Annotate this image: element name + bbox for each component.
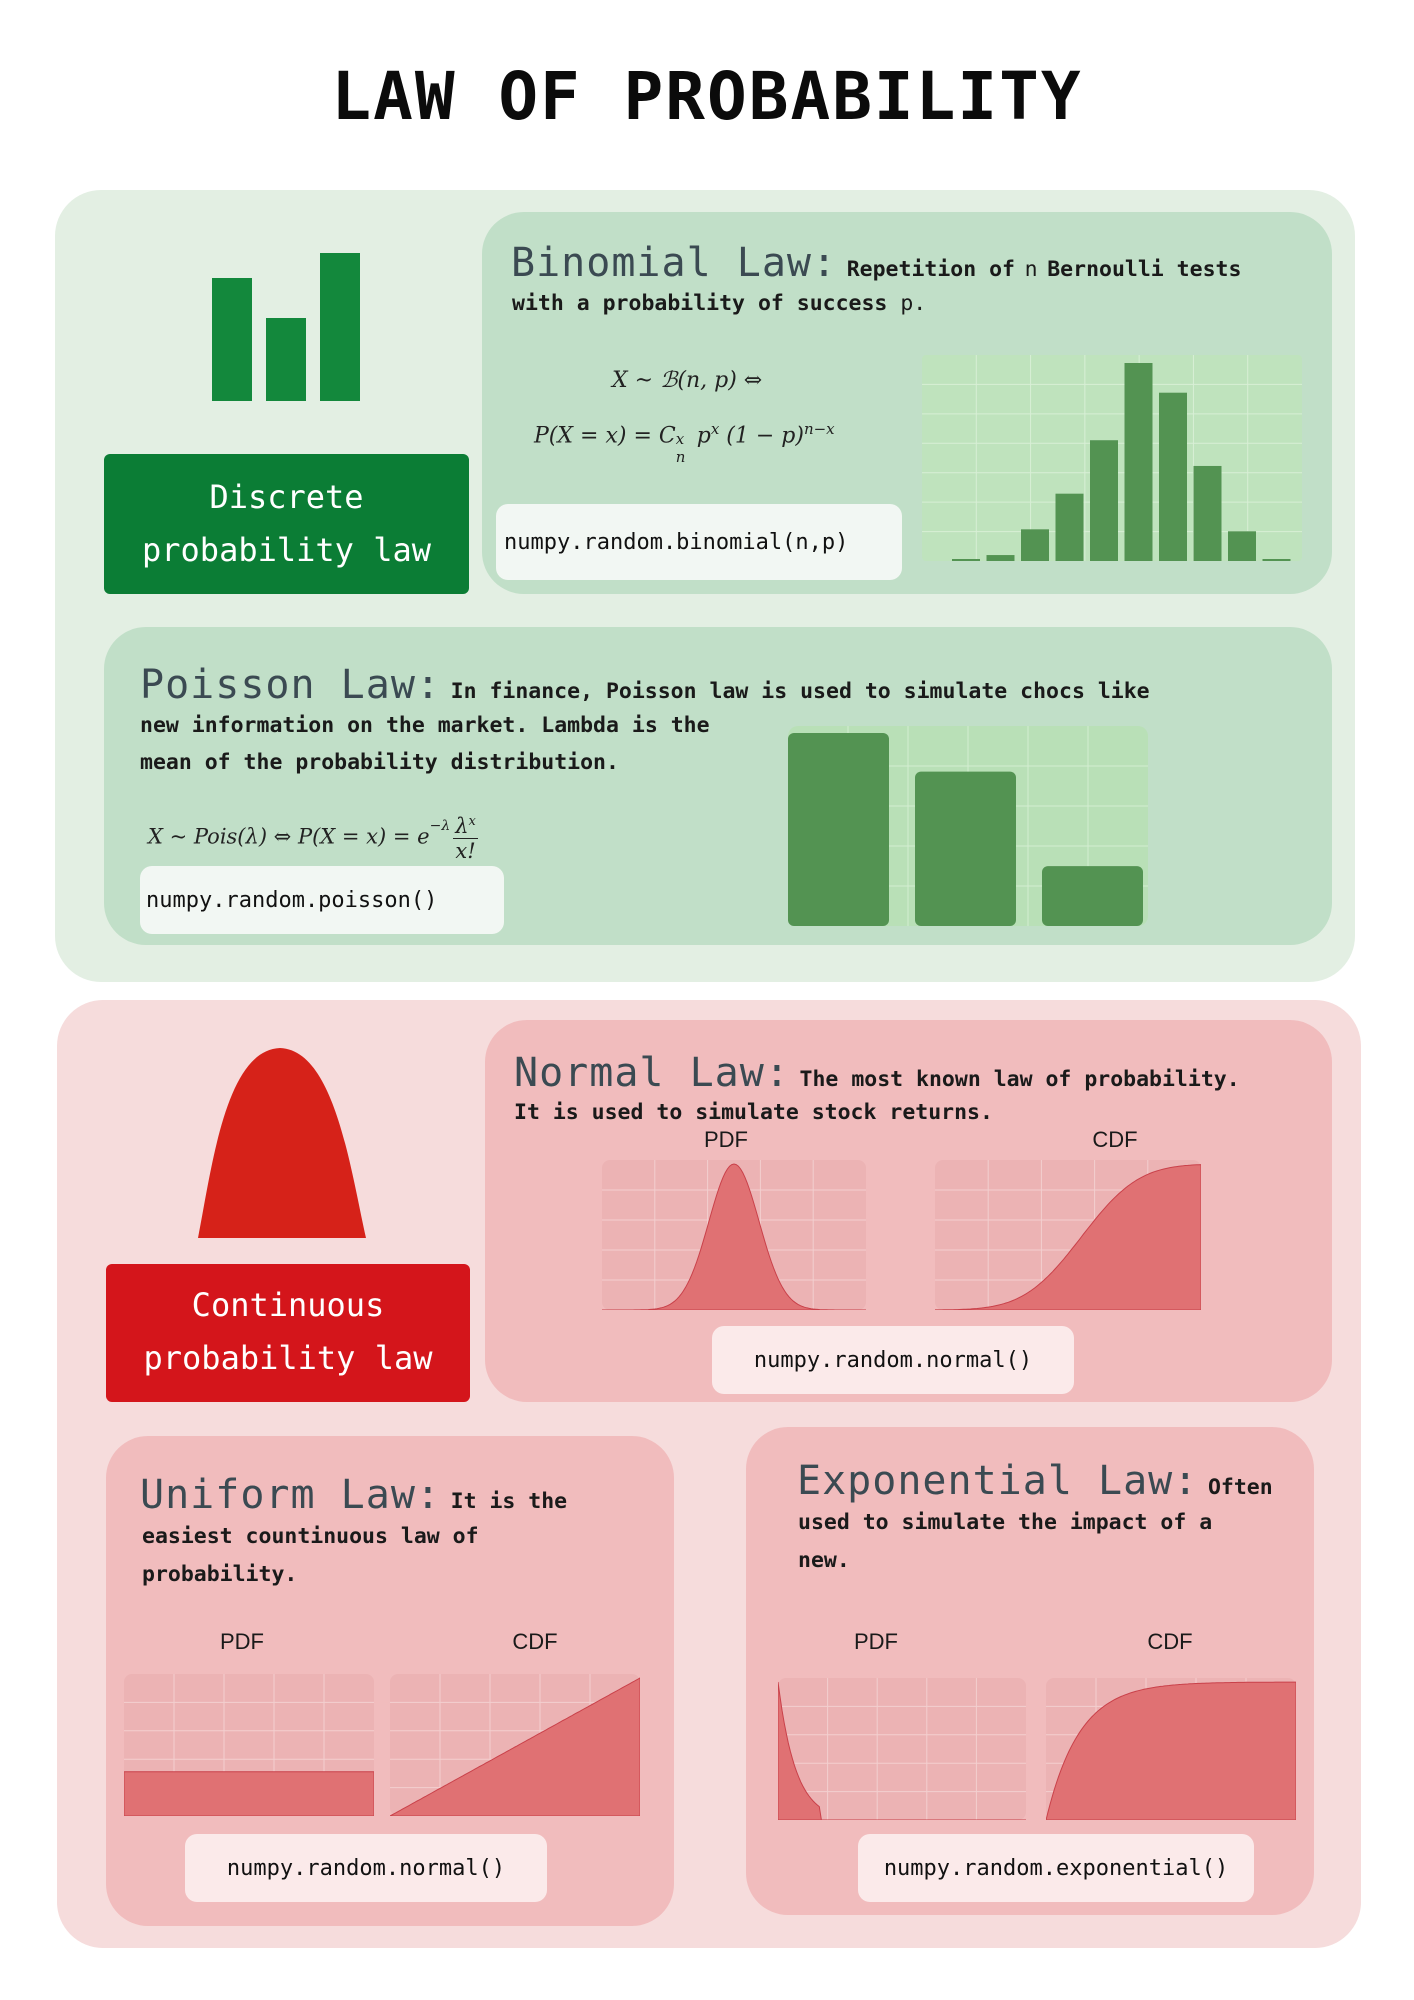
poisson-code: numpy.random.poisson() (140, 866, 504, 934)
poisson-num: λ (455, 814, 469, 838)
poisson-histogram (788, 726, 1148, 926)
curve-area (124, 1771, 374, 1816)
normal-cdf-label: CDF (1092, 1127, 1138, 1152)
continuous-label-line2: probability law (143, 1339, 433, 1377)
curve-area (778, 1681, 1026, 1820)
binomial-desc-c: with a probability of success (512, 291, 888, 316)
uniform-heading: Uniform Law: It is the (140, 1472, 567, 1520)
poisson-heading: Poisson Law: In finance, Poisson law is … (140, 662, 1150, 710)
uniform-pdf-chart (124, 1674, 374, 1816)
histogram-bar (1228, 531, 1256, 561)
uniform-cdf-chart (390, 1674, 640, 1816)
binomial-formula-2a: P(X = x) = C (534, 423, 676, 449)
binomial-desc-n: n (1024, 257, 1038, 282)
continuous-label: Continuous probability law (106, 1264, 470, 1402)
histogram-bar (952, 559, 980, 561)
binomial-desc-b: Bernoulli tests (1047, 257, 1242, 282)
normal-code: numpy.random.normal() (712, 1326, 1074, 1394)
curve-area (1046, 1681, 1296, 1820)
binomial-c-sub: n (675, 448, 686, 467)
discrete-label-line2: probability law (142, 531, 431, 569)
curve-area (602, 1163, 866, 1310)
histogram-bar (1159, 392, 1187, 561)
uniform-desc-2: easiest countinuous law of (142, 1524, 479, 1549)
uniform-code: numpy.random.normal() (185, 1834, 547, 1902)
poisson-desc-3: mean of the probability distribution. (140, 750, 619, 775)
exponential-title: Exponential Law: (797, 1458, 1199, 1504)
curve-area (935, 1164, 1201, 1310)
binomial-histogram (922, 355, 1302, 561)
binomial-q-sup: n−x (803, 420, 835, 438)
uniform-desc-3: probability. (142, 1562, 298, 1587)
exponential-desc-1: Often (1207, 1475, 1273, 1500)
normal-title: Normal Law: (514, 1050, 790, 1096)
exponential-cdf-label: CDF (1147, 1629, 1193, 1654)
exponential-heading: Exponential Law: Often (797, 1458, 1273, 1506)
chart-background (778, 1678, 1026, 1820)
poisson-title: Poisson Law: (140, 662, 441, 708)
exponential-card (746, 1427, 1314, 1915)
histogram-bar (915, 771, 1016, 926)
poisson-desc-2: new information on the market. Lambda is… (140, 713, 710, 738)
exponential-pdf-label: PDF (854, 1629, 898, 1654)
binomial-desc-p: p. (900, 291, 927, 316)
binomial-formula-2b: p (696, 423, 711, 449)
histogram-bar (788, 733, 889, 926)
poisson-desc-1: In finance, Poisson law is used to simul… (450, 679, 1150, 704)
histogram-bar (1262, 559, 1291, 561)
binomial-c-sup: x (675, 430, 685, 449)
poisson-den: x! (455, 839, 476, 863)
uniform-desc-1: It is the (450, 1489, 568, 1514)
histogram-bar (1021, 529, 1049, 561)
poisson-formula-a: X ~ Pois(λ) ⇔ P(X = x) = e (148, 824, 430, 849)
histogram-bar (1055, 493, 1084, 561)
exponential-pdf-chart (778, 1678, 1026, 1820)
bell-curve-icon (198, 1048, 366, 1238)
exponential-desc-2: used to simulate the impact of a (798, 1510, 1213, 1535)
page-title: LAW OF PROBABILITY (331, 58, 1083, 135)
normal-desc-2: It is used to simulate stock returns. (514, 1100, 993, 1125)
binomial-formula-1: X ~ ℬ(n, p) ⇔ (612, 368, 763, 393)
normal-cdf-chart (935, 1160, 1201, 1310)
normal-heading: Normal Law: The most known law of probab… (514, 1050, 1240, 1098)
histogram-bar (1090, 440, 1118, 561)
poisson-formula: X ~ Pois(λ) ⇔ P(X = x) = e−λ λx x! (148, 810, 478, 863)
binomial-formula-2c: (1 − p) (726, 423, 804, 449)
exponential-desc-3: new. (798, 1548, 850, 1573)
normal-pdf-label: PDF (704, 1127, 748, 1152)
binomial-code: numpy.random.binomial(n,p) (496, 504, 902, 580)
curve-area (390, 1677, 640, 1816)
histogram-bar (1042, 866, 1143, 926)
discrete-label-line1: Discrete (209, 478, 364, 516)
binomial-desc-a: Repetition of (846, 257, 1015, 282)
histogram-bar (1124, 363, 1153, 561)
uniform-pdf-label: PDF (220, 1629, 264, 1654)
histogram-bar (986, 555, 1015, 561)
normal-desc-1: The most known law of probability. (799, 1067, 1240, 1092)
histogram-bar (1193, 465, 1222, 561)
normal-pdf-chart (602, 1160, 866, 1310)
poisson-num-sup: x (468, 814, 476, 829)
discrete-label: Discrete probability law (104, 454, 469, 594)
uniform-cdf-label: CDF (512, 1629, 558, 1654)
binomial-p-sup: x (710, 420, 720, 438)
uniform-title: Uniform Law: (140, 1472, 441, 1518)
binomial-desc-line2: with a probability of success p. (512, 285, 926, 322)
binomial-title: Binomial Law: (511, 240, 838, 286)
bar-chart-icon (212, 253, 360, 401)
poisson-exp: −λ (429, 818, 451, 834)
exponential-cdf-chart (1046, 1678, 1296, 1820)
binomial-heading: Binomial Law: Repetition of n Bernoulli … (511, 240, 1241, 288)
exponential-code: numpy.random.exponential() (858, 1834, 1254, 1902)
continuous-label-line1: Continuous (191, 1286, 385, 1324)
